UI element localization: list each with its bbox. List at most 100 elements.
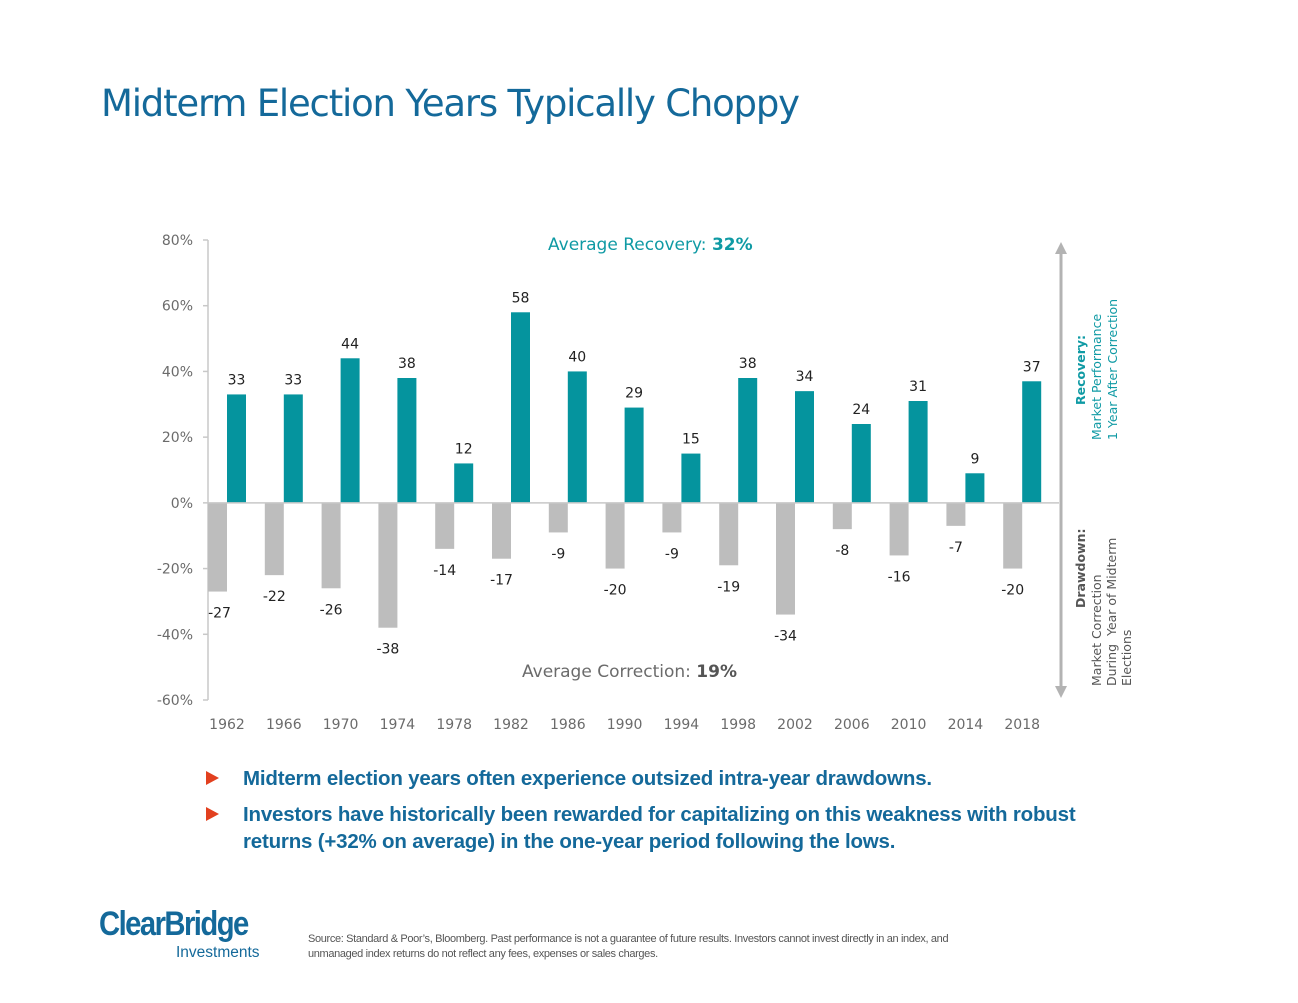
recovery-bar [227,394,246,503]
recovery-legend-line2: 1 Year After Correction [1105,299,1120,440]
drawdown-legend-line1: Market Correction [1089,574,1104,686]
x-tick-label: 1970 [323,717,359,733]
drawdown-bar [719,502,739,566]
y-tick-label: 60% [162,299,193,315]
recovery-bar [397,378,417,503]
key-point-item: Investors have historically been rewarde… [206,801,1086,855]
recovery-data-label: 44 [341,336,359,352]
recovery-bar [908,401,928,503]
x-tick-label: 1986 [550,717,586,733]
drawdown-bar [321,502,341,589]
recovery-data-label: 40 [568,349,586,365]
drawdown-data-label: -7 [949,540,963,556]
recovery-bar [681,453,701,503]
drawdown-bar [889,502,909,556]
y-tick-label: -40% [157,627,193,643]
recovery-legend-line1: Market Performance [1089,314,1104,440]
recovery-bar [738,378,758,503]
x-tick-label: 1990 [607,717,643,733]
drawdown-bar [832,502,852,530]
average-correction-value: 19% [696,662,737,682]
recovery-data-label: 9 [970,451,979,467]
drawdown-legend-line2: During Year of Midterm [1104,538,1119,686]
y-tick-label: 80% [162,233,193,249]
logo-wordmark: ClearBridge [99,905,249,943]
recovery-bar [454,463,474,503]
data-labels: 33 -27 33 -22 44 -26 38 -38 12 -14 58 -17 40 -9 29 -20 1… [208,290,1041,657]
recovery-data-label: 38 [739,356,757,372]
recovery-data-label: 34 [796,369,814,385]
recovery-bar [851,424,871,503]
drawdown-data-label: -9 [665,546,679,562]
recovery-bar [795,391,814,503]
drawdown-data-label: -19 [717,579,740,595]
recovery-bar [1022,381,1042,503]
drawdown-bar [776,502,795,615]
drawdown-data-label: -14 [433,563,456,579]
average-recovery-value: 32% [712,235,753,255]
recovery-bar [624,407,644,503]
average-correction-annotation: Average Correction: 19% [522,662,737,682]
y-tick-label: -60% [157,693,193,709]
y-tick-label: 40% [162,364,193,380]
drawdown-data-label: -16 [888,569,911,585]
drawdown-bar [605,502,625,569]
recovery-data-label: 58 [512,290,530,306]
drawdown-data-label: -26 [320,602,343,618]
y-tick-label: 20% [162,430,193,446]
side-legend-drawdown: Drawdown: Market Correction During Year … [1073,528,1134,686]
x-tick-label: 2018 [1004,717,1040,733]
bars [208,312,1042,628]
drawdown-legend-line3: Elections [1119,630,1134,686]
x-tick-label: 1994 [664,717,700,733]
drawdown-data-label: -9 [551,546,565,562]
recovery-bar [511,312,530,503]
clearbridge-logo: ClearBridge Investments [99,905,272,961]
page-title: Midterm Election Years Typically Choppy [101,82,800,125]
side-legend-recovery: Recovery: Market Performance 1 Year Afte… [1073,299,1120,440]
recovery-legend-title: Recovery: [1073,335,1088,405]
average-recovery-annotation: Average Recovery: 32% [548,235,753,255]
x-tick-label: 1974 [380,717,416,733]
recovery-bar [965,473,985,503]
recovery-data-label: 33 [284,372,302,388]
drawdown-data-label: -17 [490,573,513,589]
drawdown-bar [1003,502,1023,569]
drawdown-bar [208,502,227,592]
x-tick-label: 1978 [436,717,472,733]
triangle-bullet-icon [206,807,219,821]
drawdown-bar [264,502,284,576]
recovery-data-label: 37 [1023,359,1041,375]
recovery-bar [340,358,360,503]
drawdown-data-label: -34 [774,629,797,645]
key-points-list: Midterm election years often experience … [206,765,1086,864]
key-point-text: Midterm election years often experience … [243,767,932,790]
x-tick-label: 2006 [834,717,870,733]
drawdown-legend-title: Drawdown: [1073,528,1088,608]
y-tick-label: -20% [157,562,193,578]
source-footnote: Source: Standard & Poor’s, Bloomberg. Pa… [308,933,949,960]
drawdown-bar [946,502,966,526]
drawdown-bar [548,502,568,533]
drawdown-data-label: -20 [604,583,627,599]
x-tick-label: 1998 [720,717,756,733]
drawdown-bar [435,502,455,549]
x-tick-label: 2010 [891,717,927,733]
drawdown-data-label: -20 [1001,583,1024,599]
drawdown-data-label: -8 [835,543,849,559]
x-tick-label: 2002 [777,717,813,733]
recovery-data-label: 12 [455,441,473,457]
average-recovery-label: Average Recovery: [548,235,712,255]
recovery-data-label: 38 [398,356,416,372]
x-tick-label: 1982 [493,717,529,733]
x-tick-label: 2014 [948,717,984,733]
drawdown-bar [662,502,682,533]
recovery-data-label: 29 [625,386,643,402]
recovery-bar [283,394,303,503]
recovery-data-label: 24 [852,402,870,418]
drawdown-data-label: -27 [208,606,231,622]
drawdown-data-label: -22 [263,589,286,605]
x-tick-label: 1962 [209,717,245,733]
x-axis: 1962 1966 1970 1974 1978 1982 1986 1990 1994 1998… [208,502,1059,733]
key-point-text: Investors have historically been rewarde… [243,803,1076,853]
